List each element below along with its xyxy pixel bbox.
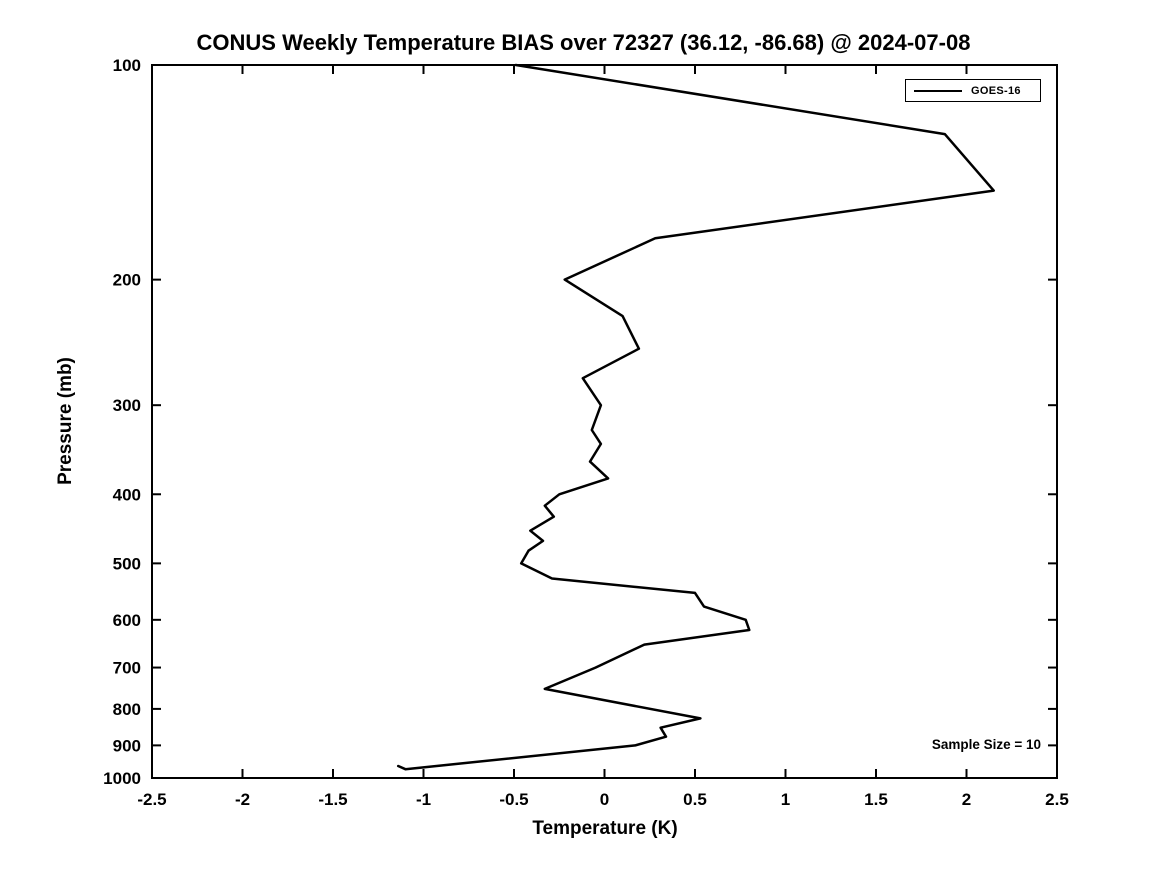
legend-line-sample — [914, 89, 962, 92]
svg-text:1000: 1000 — [103, 769, 141, 788]
svg-text:400: 400 — [113, 485, 141, 504]
svg-text:100: 100 — [113, 56, 141, 75]
sample-size-annotation: Sample Size = 10 — [931, 737, 1041, 752]
svg-text:-0.5: -0.5 — [499, 790, 528, 809]
svg-text:700: 700 — [113, 659, 141, 678]
svg-text:0: 0 — [600, 790, 609, 809]
svg-text:1.5: 1.5 — [864, 790, 888, 809]
legend: GOES-16 — [905, 79, 1041, 102]
svg-text:2.5: 2.5 — [1045, 790, 1069, 809]
svg-text:2: 2 — [962, 790, 971, 809]
legend-label: GOES-16 — [971, 84, 1021, 97]
svg-text:1: 1 — [781, 790, 790, 809]
svg-text:-1.5: -1.5 — [318, 790, 347, 809]
svg-text:-2.5: -2.5 — [137, 790, 166, 809]
svg-text:800: 800 — [113, 700, 141, 719]
svg-text:900: 900 — [113, 736, 141, 755]
svg-text:600: 600 — [113, 611, 141, 630]
x-axis-label: Temperature (K) — [532, 818, 678, 839]
svg-text:-2: -2 — [235, 790, 250, 809]
svg-text:0.5: 0.5 — [683, 790, 707, 809]
svg-text:500: 500 — [113, 554, 141, 573]
svg-text:-1: -1 — [416, 790, 431, 809]
svg-text:300: 300 — [113, 396, 141, 415]
chart-title: CONUS Weekly Temperature BIAS over 72327… — [196, 30, 971, 55]
svg-text:200: 200 — [113, 271, 141, 290]
